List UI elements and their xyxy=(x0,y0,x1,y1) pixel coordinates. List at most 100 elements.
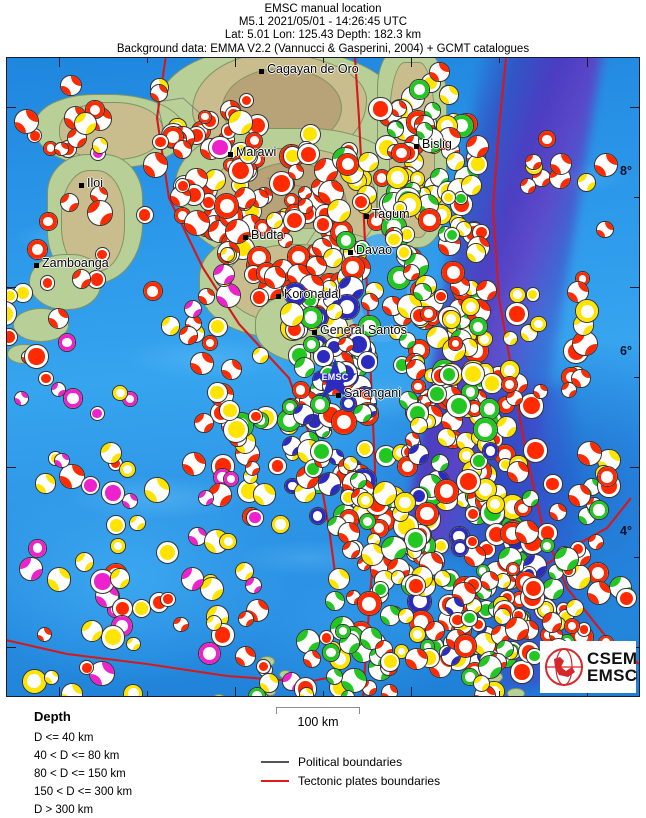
focal-mechanism-beachball xyxy=(408,443,429,465)
focal-mechanism-beachball xyxy=(109,568,131,590)
focal-mechanism-beachball xyxy=(461,175,483,196)
csem-emsc-logo: CSEM EMSC xyxy=(540,641,638,693)
city-dot-icon xyxy=(34,263,39,268)
city-dot-icon xyxy=(312,330,317,335)
focal-mechanism-beachball xyxy=(439,84,459,105)
focal-mechanism-beachball xyxy=(61,682,84,696)
city-label: General Santos xyxy=(320,323,407,337)
focal-mechanism-beachball xyxy=(566,599,585,618)
focal-mechanism-beachball xyxy=(571,368,591,389)
focal-mechanism-beachball xyxy=(405,358,427,380)
city-dot-icon xyxy=(228,152,233,157)
focal-mechanism-beachball xyxy=(101,481,126,505)
map-canvas[interactable]: EMSC xyxy=(6,57,640,697)
map-header: EMSC manual location M5.1 2021/05/01 - 1… xyxy=(0,0,646,57)
focal-mechanism-beachball xyxy=(283,282,308,306)
focal-mechanism-beachball xyxy=(238,610,255,627)
focal-mechanism-beachball xyxy=(542,474,563,494)
focal-mechanism-beachball xyxy=(173,616,189,632)
focal-mechanism-beachball xyxy=(91,136,109,154)
focal-mechanism-beachball xyxy=(21,668,47,694)
focal-mechanism-beachball xyxy=(568,483,592,507)
focal-mechanism-beachball xyxy=(47,307,69,329)
focal-mechanism-beachball xyxy=(203,168,226,191)
header-magnitude-time: M5.1 2021/05/01 - 14:26:45 UTC xyxy=(238,16,408,29)
focal-mechanism-beachball xyxy=(99,442,122,465)
focal-mechanism-beachball xyxy=(525,287,541,302)
focal-mechanism-beachball xyxy=(588,534,605,551)
focal-mechanism-beachball xyxy=(448,336,463,351)
focal-mechanism-beachball xyxy=(321,643,341,662)
focal-mechanism-beachball xyxy=(533,384,548,399)
focal-mechanism-beachball xyxy=(322,248,343,269)
focal-mechanism-beachball xyxy=(509,286,526,303)
focal-mechanism-beachball xyxy=(354,240,371,257)
focal-mechanism-beachball xyxy=(75,552,95,572)
header-coordinates: Lat: 5.01 Lon: 125.43 Depth: 182.3 km xyxy=(224,29,422,42)
focal-mechanism-beachball xyxy=(94,247,110,263)
focal-mechanism-beachball xyxy=(305,255,327,277)
focal-mechanism-beachball xyxy=(476,280,498,302)
focal-mechanism-beachball xyxy=(439,364,460,385)
focal-mechanism-beachball xyxy=(461,609,478,627)
focal-mechanism-beachball xyxy=(425,621,446,641)
depth-legend-label: D > 300 km xyxy=(34,804,94,816)
focal-mechanism-beachball xyxy=(486,495,505,514)
focal-mechanism-beachball xyxy=(198,109,213,124)
focal-mechanism-beachball xyxy=(343,456,358,471)
city-label: Iloi xyxy=(87,176,103,190)
focal-mechanism-beachball xyxy=(81,619,104,642)
focal-mechanism-beachball xyxy=(505,617,529,642)
logo-text-csem: CSEM xyxy=(587,649,638,668)
focal-mechanism-beachball xyxy=(246,508,264,527)
depth-legend-label: 40 < D <= 80 km xyxy=(34,750,120,762)
focal-mechanism-beachball xyxy=(129,514,146,531)
focal-mechanism-beachball xyxy=(313,214,333,235)
focal-mechanism-beachball xyxy=(60,74,82,97)
focal-mechanism-beachball xyxy=(504,301,529,326)
focal-mechanism-beachball xyxy=(467,153,489,175)
focal-mechanism-beachball xyxy=(398,607,415,624)
focal-mechanism-beachball xyxy=(270,514,291,535)
focal-mechanism-beachball xyxy=(515,520,539,544)
focal-mechanism-beachball xyxy=(350,472,367,489)
city-label: Zamboanga xyxy=(42,256,109,270)
focal-mechanism-beachball xyxy=(441,189,457,206)
focal-mechanism-beachball xyxy=(453,634,478,658)
focal-mechanism-beachball xyxy=(180,567,204,591)
focal-mechanism-beachball xyxy=(310,394,330,415)
focal-mechanism-beachball xyxy=(481,442,499,460)
depth-legend-row: 40 < D <= 80 km xyxy=(34,747,132,765)
focal-mechanism-beachball xyxy=(338,337,354,353)
header-title: EMSC manual location xyxy=(264,3,382,15)
focal-mechanism-beachball xyxy=(299,123,321,145)
focal-mechanism-beachball xyxy=(313,346,334,367)
focal-mechanism-beachball xyxy=(524,153,542,171)
focal-mechanism-beachball xyxy=(465,135,489,159)
focal-mechanism-beachball xyxy=(357,491,375,509)
focal-mechanism-beachball xyxy=(190,351,214,376)
focal-mechanism-beachball xyxy=(44,670,59,685)
focal-mechanism-beachball xyxy=(358,314,382,338)
focal-mechanism-beachball xyxy=(341,256,365,280)
focal-mechanism-beachball xyxy=(142,152,169,178)
focal-mechanism-beachball xyxy=(507,460,529,483)
focal-mechanism-beachball xyxy=(278,233,293,248)
city-dot-icon xyxy=(336,393,341,398)
focal-mechanism-beachball xyxy=(39,212,58,231)
depth-legend-row: D <= 40 km xyxy=(34,729,132,747)
focal-mechanism-beachball xyxy=(256,659,271,675)
focal-mechanism-beachball xyxy=(299,306,323,330)
focal-mechanism-beachball xyxy=(252,346,269,364)
focal-mechanism-beachball xyxy=(294,357,316,379)
focal-mechanism-beachball xyxy=(549,153,572,176)
focal-mechanism-beachball xyxy=(219,247,235,263)
focal-mechanism-beachball xyxy=(224,219,250,245)
focal-mechanism-beachball xyxy=(13,109,39,135)
focal-mechanism-beachball xyxy=(198,489,215,507)
city-label: Davao xyxy=(356,243,393,257)
focal-mechanism-beachball xyxy=(238,145,257,165)
focal-mechanism-beachball xyxy=(268,456,287,476)
focal-mechanism-beachball xyxy=(537,130,556,149)
focal-mechanism-beachball xyxy=(297,142,320,166)
